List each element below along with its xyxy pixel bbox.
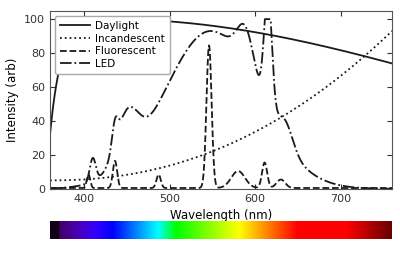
Fluorescent	[205, 75, 210, 78]
Incandescent	[390, 30, 394, 33]
Legend: Daylight, Incandescent, Fluorescent, LED: Daylight, Incandescent, Fluorescent, LED	[55, 16, 170, 74]
LED	[380, 187, 385, 190]
LED	[65, 186, 70, 189]
Y-axis label: Intensity (arb): Intensity (arb)	[6, 57, 18, 142]
LED	[214, 30, 219, 34]
Daylight	[65, 41, 70, 45]
Daylight	[108, 18, 112, 21]
Incandescent	[214, 148, 219, 151]
Incandescent	[48, 179, 52, 182]
Fluorescent	[207, 44, 212, 47]
Daylight	[380, 59, 385, 63]
Fluorescent	[65, 186, 70, 190]
X-axis label: Wavelength (nm): Wavelength (nm)	[170, 209, 272, 222]
Fluorescent	[317, 186, 322, 190]
Daylight	[48, 133, 52, 136]
Incandescent	[380, 39, 384, 42]
Fluorescent	[390, 186, 394, 190]
Daylight	[390, 62, 394, 65]
Line: Fluorescent: Fluorescent	[50, 45, 392, 188]
Daylight	[205, 24, 210, 27]
LED	[380, 187, 384, 190]
Daylight	[317, 44, 322, 47]
Fluorescent	[380, 186, 384, 190]
LED	[317, 176, 322, 180]
Daylight	[214, 25, 219, 28]
Incandescent	[65, 178, 70, 182]
Incandescent	[317, 90, 322, 94]
Fluorescent	[380, 186, 385, 190]
Daylight	[380, 59, 384, 63]
Line: Daylight: Daylight	[50, 19, 392, 135]
Fluorescent	[214, 184, 219, 187]
LED	[262, 18, 267, 21]
LED	[48, 187, 52, 190]
Incandescent	[380, 39, 384, 42]
LED	[390, 187, 394, 190]
Line: Incandescent: Incandescent	[50, 31, 392, 180]
Line: LED: LED	[50, 19, 392, 189]
Incandescent	[205, 152, 210, 155]
Fluorescent	[48, 186, 52, 190]
LED	[205, 30, 210, 33]
